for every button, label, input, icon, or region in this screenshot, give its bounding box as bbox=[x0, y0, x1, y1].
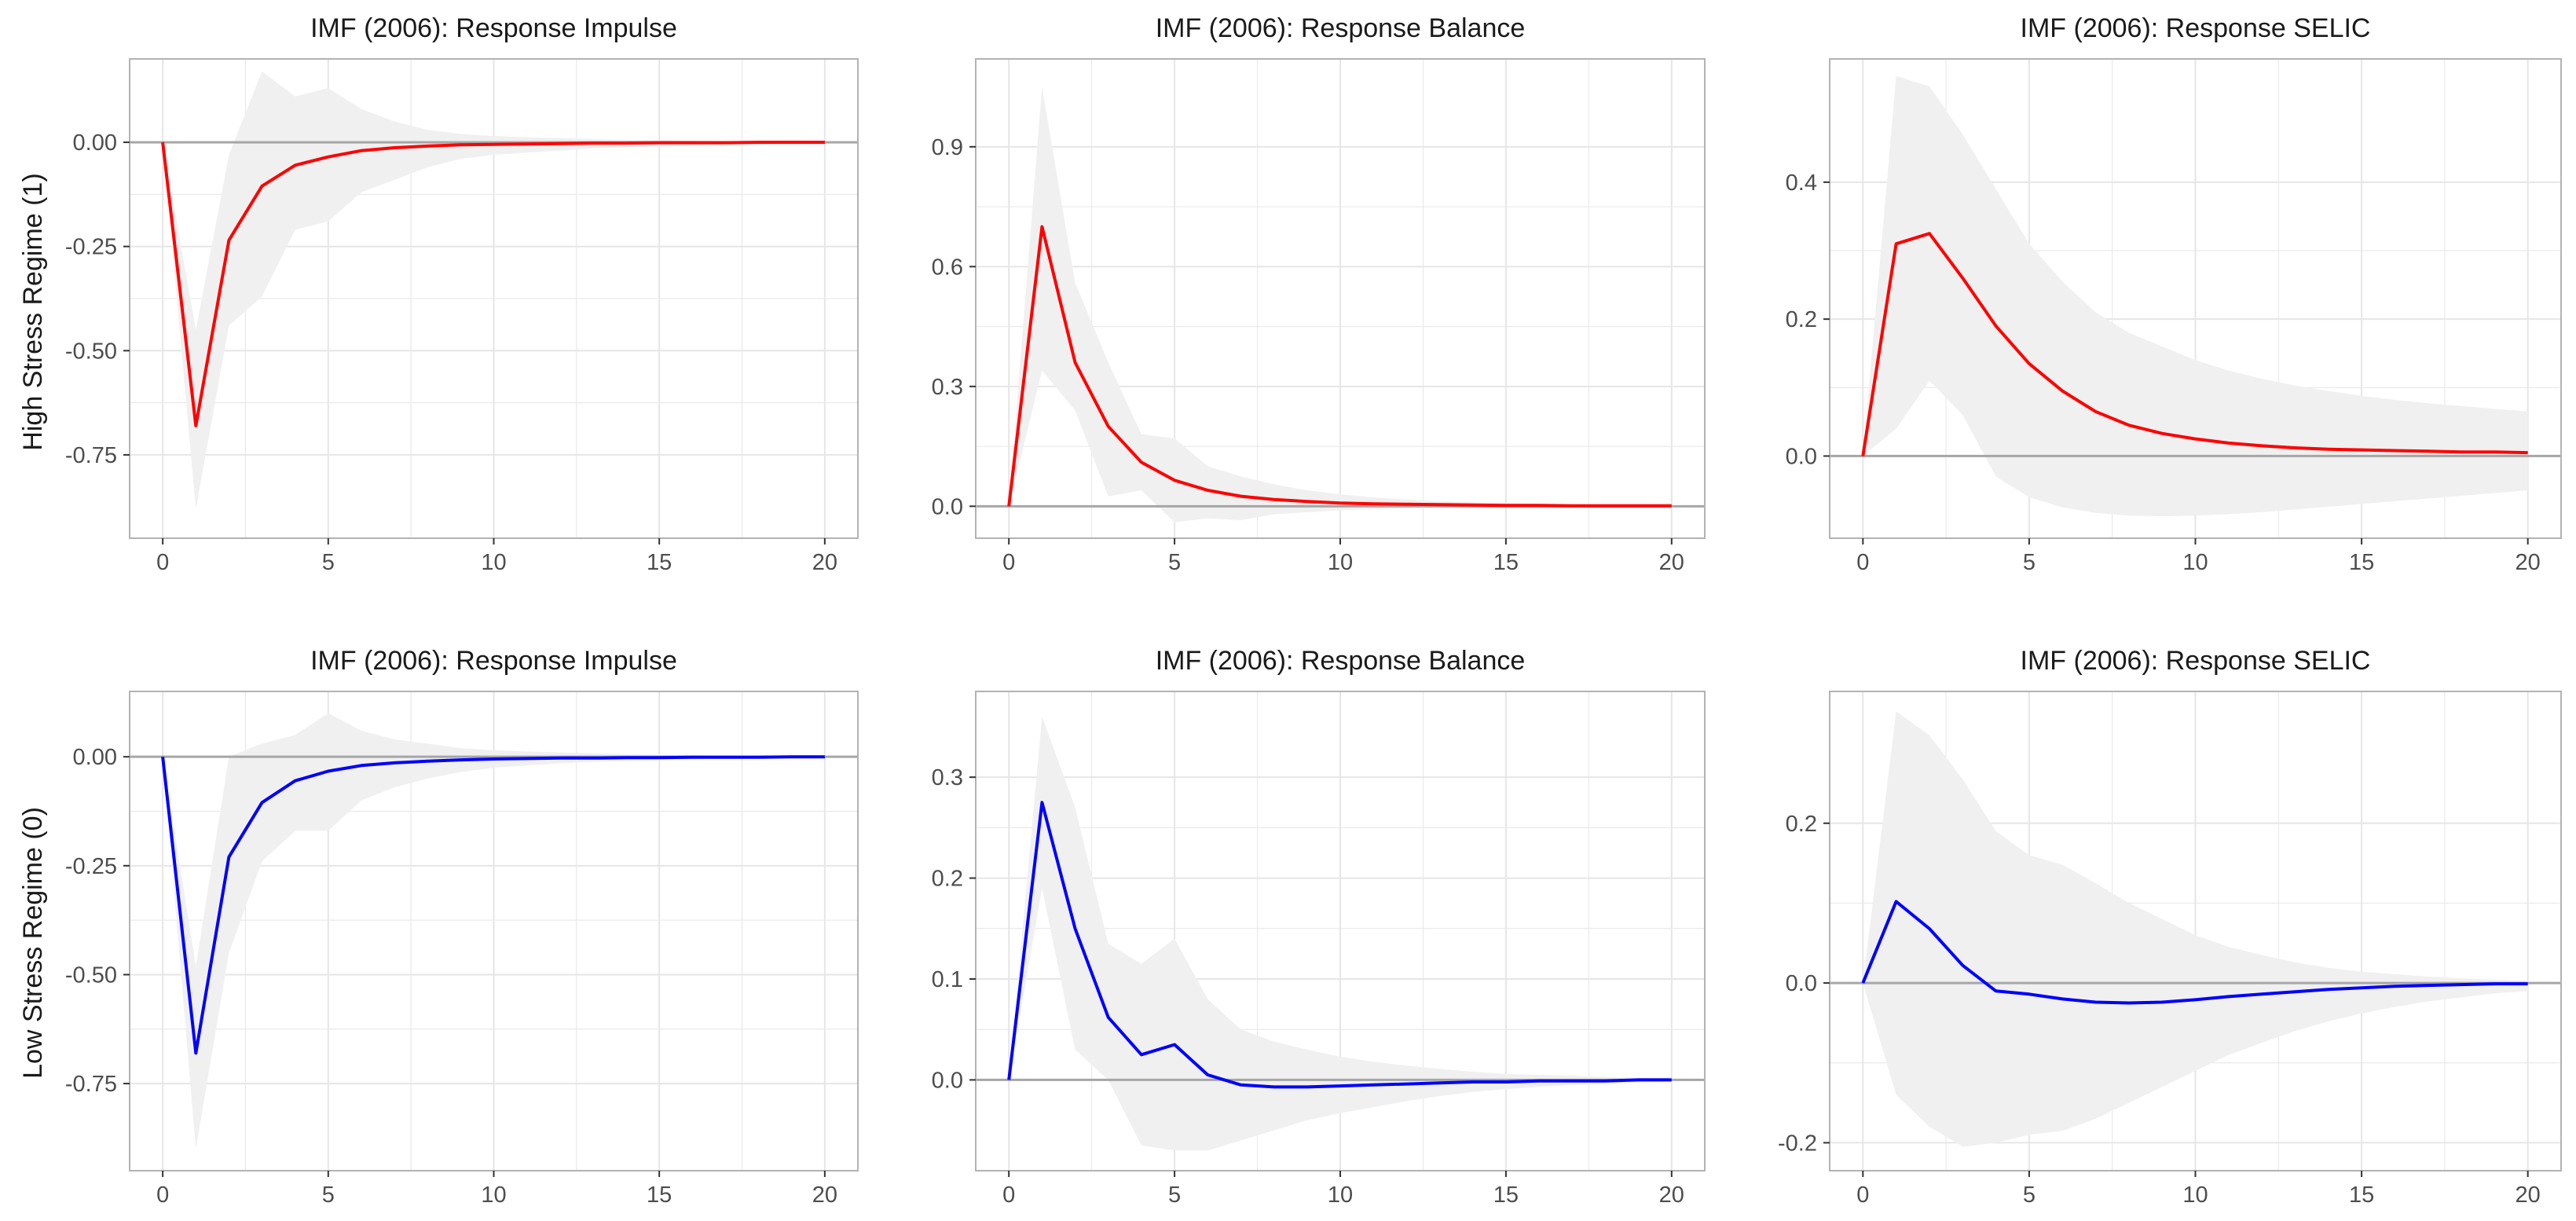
panel-low-balance: 0 5 10 15 20 0.0 0.1 0.2 0.3 IMF (2006): Response… bbox=[932, 646, 1706, 1208]
y-tick-label: -0.2 bbox=[1778, 1131, 1817, 1156]
x-tick-label: 15 bbox=[1493, 1182, 1519, 1208]
response-line bbox=[1007, 225, 1672, 508]
y-tick-label: 0.0 bbox=[1786, 444, 1817, 469]
x-tick-label: 5 bbox=[1168, 550, 1181, 575]
y-tick-label: 0.0 bbox=[932, 1068, 963, 1093]
response-line bbox=[161, 755, 825, 1055]
x-tick-label: 20 bbox=[1659, 1182, 1684, 1208]
y-tick-label: 0.2 bbox=[1786, 812, 1817, 837]
x-tick-label: 10 bbox=[481, 1182, 506, 1208]
panel-low-selic: 0 5 10 15 20 -0.2 0.0 0.2 IMF (2006): Response S… bbox=[1778, 646, 2562, 1208]
x-tick-label: 10 bbox=[481, 550, 506, 575]
x-tick-label: 0 bbox=[156, 1182, 169, 1208]
x-tick-label: 10 bbox=[1328, 550, 1353, 575]
row-label-high-stress: High Stress Regime (1) bbox=[18, 173, 48, 450]
confidence-band bbox=[1863, 711, 2528, 1147]
x-tick-label: 15 bbox=[2349, 550, 2374, 575]
response-line bbox=[161, 141, 825, 427]
x-tick-label: 15 bbox=[647, 1182, 672, 1208]
y-tick-label: -0.50 bbox=[65, 339, 117, 364]
y-tick-label: 0.3 bbox=[932, 765, 963, 790]
x-tick-label: 20 bbox=[2516, 550, 2541, 575]
x-tick-label: 0 bbox=[156, 550, 169, 575]
x-tick-label: 15 bbox=[1493, 550, 1519, 575]
x-tick-label: 10 bbox=[2182, 550, 2208, 575]
y-tick-label: 0.3 bbox=[932, 375, 963, 400]
x-tick-label: 0 bbox=[1856, 1182, 1869, 1208]
y-tick-label: 0.0 bbox=[1786, 971, 1817, 996]
y-tick-label: 0.9 bbox=[932, 135, 963, 160]
y-tick-label: 0.4 bbox=[1786, 170, 1817, 196]
y-tick-label: -0.75 bbox=[65, 1072, 117, 1097]
x-tick-label: 5 bbox=[2023, 1182, 2036, 1208]
y-tick-label: 0.00 bbox=[73, 130, 117, 156]
y-tick-label: 0.00 bbox=[73, 745, 117, 770]
panel-low-impulse: 0 5 10 15 20 0.00 -0.25 -0.50 -0.75 IMF (2006): R… bbox=[65, 646, 859, 1208]
row-label-low-stress: Low Stress Regime (0) bbox=[18, 807, 48, 1079]
confidence-band bbox=[1863, 75, 2528, 517]
panel-title: IMF (2006): Response Impulse bbox=[310, 13, 677, 43]
confidence-band bbox=[163, 71, 825, 509]
y-tick-label: -0.75 bbox=[65, 443, 117, 468]
x-tick-label: 20 bbox=[1659, 550, 1684, 575]
x-tick-label: 0 bbox=[1856, 550, 1869, 575]
y-tick-label: 0.0 bbox=[932, 494, 963, 519]
x-tick-label: 5 bbox=[322, 550, 335, 575]
panel-title: IMF (2006): Response Balance bbox=[1156, 646, 1526, 676]
y-tick-label: -0.25 bbox=[65, 854, 117, 879]
y-tick-label: -0.25 bbox=[65, 235, 117, 260]
x-tick-label: 20 bbox=[812, 1182, 837, 1208]
confidence-band bbox=[163, 713, 825, 1150]
x-tick-label: 15 bbox=[2349, 1182, 2374, 1208]
response-line bbox=[1861, 900, 2528, 1005]
x-tick-label: 10 bbox=[2182, 1182, 2208, 1208]
x-tick-label: 0 bbox=[1002, 550, 1015, 575]
x-tick-label: 0 bbox=[1002, 1182, 1015, 1208]
y-tick-label: 0.1 bbox=[932, 967, 963, 992]
panel-title: IMF (2006): Response Impulse bbox=[310, 646, 677, 676]
x-tick-label: 5 bbox=[1168, 1182, 1181, 1208]
x-tick-label: 20 bbox=[812, 550, 837, 575]
response-line bbox=[1007, 801, 1672, 1089]
panel-title: IMF (2006): Response SELIC bbox=[2021, 13, 2371, 43]
y-tick-label: 0.6 bbox=[932, 255, 963, 280]
panel-high-impulse: 0 5 10 15 20 0.00 -0.25 -0.50 -0.75 IMF (2006): R… bbox=[65, 13, 859, 575]
confidence-band bbox=[1009, 717, 1672, 1151]
y-tick-label: -0.50 bbox=[65, 962, 117, 988]
panel-high-balance: 0 5 10 15 20 0.0 0.3 0.6 0.9 IMF (2006): Response… bbox=[932, 13, 1706, 575]
panel-title: IMF (2006): Response Balance bbox=[1156, 13, 1526, 43]
x-tick-label: 10 bbox=[1328, 1182, 1353, 1208]
y-tick-label: 0.2 bbox=[1786, 307, 1817, 332]
response-line bbox=[1861, 232, 2528, 456]
x-tick-label: 5 bbox=[2023, 550, 2036, 575]
x-tick-label: 5 bbox=[322, 1182, 335, 1208]
x-tick-label: 15 bbox=[647, 550, 672, 575]
y-tick-label: 0.2 bbox=[932, 867, 963, 892]
panel-title: IMF (2006): Response SELIC bbox=[2021, 646, 2371, 676]
x-tick-label: 20 bbox=[2516, 1182, 2541, 1208]
panel-high-selic: 0 5 10 15 20 0.0 0.2 0.4 IMF (2006): Response SE… bbox=[1786, 13, 2562, 575]
